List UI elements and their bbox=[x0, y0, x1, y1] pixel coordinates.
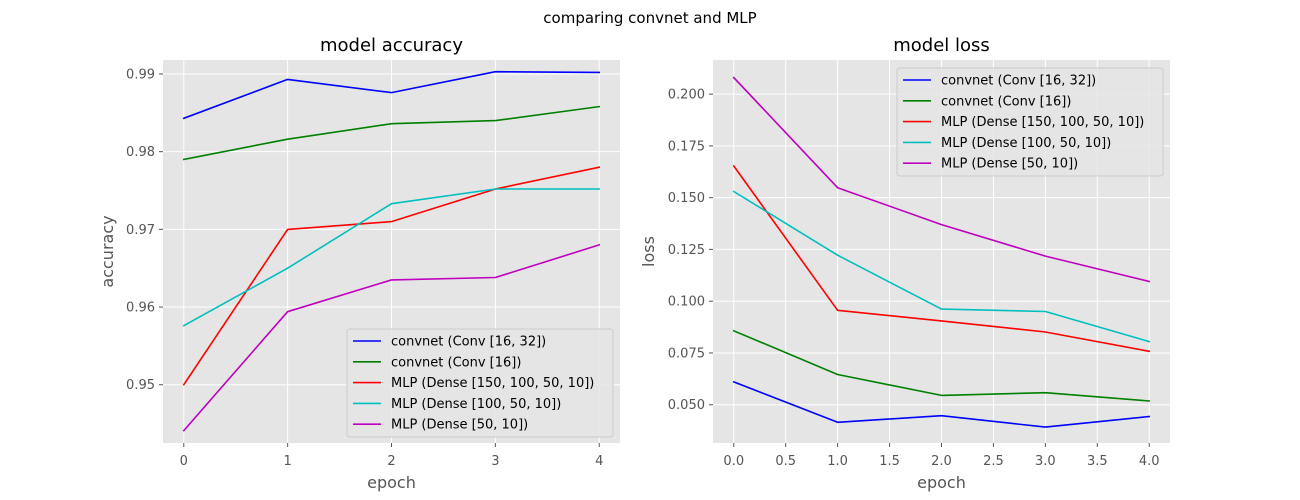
loss-legend-frame bbox=[896, 67, 1164, 177]
accuracy-legend-label: convnet (Conv [16, 32]) bbox=[391, 335, 546, 350]
accuracy-x-tick-label: 0 bbox=[180, 454, 188, 469]
loss-x-tick-label: 1.0 bbox=[827, 454, 848, 469]
loss-y-tick-label: 0.050 bbox=[668, 398, 705, 413]
loss-y-tick-label: 0.075 bbox=[668, 346, 705, 361]
loss-x-tick-label: 0.0 bbox=[723, 454, 744, 469]
accuracy-legend-label: MLP (Dense [50, 10]) bbox=[391, 418, 528, 433]
accuracy-legend-label: MLP (Dense [150, 100, 50, 10]) bbox=[391, 376, 594, 391]
loss-x-tick-label: 1.5 bbox=[879, 454, 900, 469]
loss-series-convnet-conv-16-32 bbox=[732, 380, 1151, 428]
accuracy-legend-label: convnet (Conv [16]) bbox=[391, 355, 521, 370]
loss-x-axis-label: epoch bbox=[917, 473, 966, 492]
accuracy-y-tick-label: 0.97 bbox=[126, 223, 155, 238]
accuracy-x-tick-label: 3 bbox=[491, 454, 499, 469]
loss-legend: convnet (Conv [16, 32]) convnet (Conv [16… bbox=[896, 67, 1164, 177]
accuracy-x-tick-label: 1 bbox=[283, 454, 291, 469]
accuracy-series-mlp-dense-100-50-10 bbox=[182, 188, 601, 327]
loss-y-tick-label: 0.175 bbox=[668, 139, 705, 154]
loss-x-tick-label: 3.0 bbox=[1035, 454, 1056, 469]
loss-x-tick-label: 3.5 bbox=[1087, 454, 1108, 469]
accuracy-chart-title: model accuracy bbox=[320, 35, 463, 56]
accuracy-y-tick-label: 0.96 bbox=[126, 301, 155, 316]
loss-x-tick-label: 0.5 bbox=[775, 454, 796, 469]
accuracy-y-tick-label: 0.98 bbox=[126, 145, 155, 160]
accuracy-y-tick-label: 0.95 bbox=[126, 378, 155, 393]
loss-chart-title: model loss bbox=[893, 35, 990, 56]
accuracy-subplot: 0 1 2 3 4 0.95 0.96 0.97 0.98 0.99 model accuracy e… bbox=[98, 35, 620, 492]
loss-subplot: 0.0 0.5 1.0 1.5 2.0 2.5 3.0 3.5 4.0 0.050 0.075 0.1… bbox=[639, 35, 1170, 492]
accuracy-x-tick-label: 2 bbox=[387, 454, 395, 469]
loss-series-convnet-conv-16 bbox=[732, 329, 1151, 402]
accuracy-x-tick-label: 4 bbox=[595, 454, 603, 469]
accuracy-legend-frame bbox=[346, 328, 614, 438]
loss-legend-label: MLP (Dense [50, 10]) bbox=[941, 157, 1078, 172]
loss-y-tick-label: 0.150 bbox=[668, 191, 705, 206]
loss-x-tick-label: 2.5 bbox=[983, 454, 1004, 469]
loss-x-tick-label: 4.0 bbox=[1139, 454, 1160, 469]
accuracy-legend-label: MLP (Dense [100, 50, 10]) bbox=[391, 397, 561, 412]
loss-y-axis-label: loss bbox=[639, 236, 658, 267]
loss-series-mlp-dense-150-100-50-10 bbox=[732, 164, 1151, 353]
accuracy-x-axis-label: epoch bbox=[367, 473, 416, 492]
loss-legend-label: MLP (Dense [150, 100, 50, 10]) bbox=[941, 115, 1144, 130]
accuracy-legend: convnet (Conv [16, 32]) convnet (Conv [16… bbox=[346, 328, 614, 438]
figure-suptitle: comparing convnet and MLP bbox=[543, 9, 756, 27]
loss-legend-label: convnet (Conv [16, 32]) bbox=[941, 74, 1096, 89]
loss-series-mlp-dense-100-50-10 bbox=[732, 190, 1151, 343]
loss-x-tick-label: 2.0 bbox=[931, 454, 952, 469]
loss-series-mlp-dense-50-10 bbox=[732, 76, 1151, 283]
loss-legend-label: convnet (Conv [16]) bbox=[941, 94, 1071, 109]
loss-legend-label: MLP (Dense [100, 50, 10]) bbox=[941, 136, 1111, 151]
accuracy-series-mlp-dense-150-100-50-10 bbox=[182, 166, 601, 386]
loss-y-tick-label: 0.100 bbox=[668, 295, 705, 310]
loss-y-tick-label: 0.125 bbox=[668, 243, 705, 258]
accuracy-series-convnet-conv-16-32 bbox=[182, 70, 601, 120]
accuracy-y-axis-label: accuracy bbox=[98, 215, 117, 287]
loss-y-tick-label: 0.200 bbox=[668, 88, 705, 103]
accuracy-series-mlp-dense-50-10 bbox=[182, 243, 601, 432]
accuracy-series-convnet-conv-16 bbox=[182, 105, 601, 161]
accuracy-y-tick-label: 0.99 bbox=[126, 67, 155, 82]
